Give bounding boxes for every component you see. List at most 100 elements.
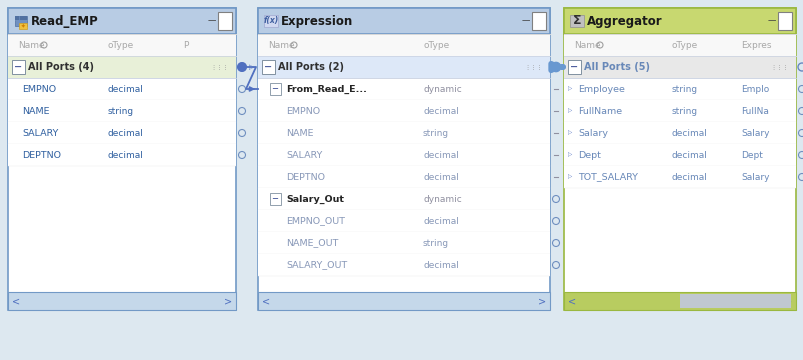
Text: ⋮⋮⋮: ⋮⋮⋮ xyxy=(769,64,788,69)
Bar xyxy=(563,78,795,100)
Bar xyxy=(8,56,236,78)
Bar xyxy=(569,15,583,27)
Text: Aggregator: Aggregator xyxy=(586,14,662,27)
Text: ▷: ▷ xyxy=(567,153,572,158)
Bar xyxy=(8,78,236,100)
Text: Name: Name xyxy=(573,40,600,49)
Text: FullNa: FullNa xyxy=(740,107,768,116)
Bar xyxy=(563,56,795,78)
Text: string: string xyxy=(422,238,449,248)
Bar xyxy=(258,210,549,232)
Bar xyxy=(679,294,790,308)
Bar xyxy=(258,254,549,276)
Bar xyxy=(777,12,791,30)
Text: f(x): f(x) xyxy=(263,17,279,26)
Text: FullName: FullName xyxy=(577,107,622,116)
Text: string: string xyxy=(671,85,697,94)
Text: ▷: ▷ xyxy=(567,108,572,113)
Text: decimal: decimal xyxy=(671,129,707,138)
Text: <: < xyxy=(262,296,270,306)
Text: decimal: decimal xyxy=(422,107,459,116)
Bar xyxy=(8,100,236,122)
Text: SALARY: SALARY xyxy=(286,150,322,159)
Bar xyxy=(262,60,275,74)
Text: oType: oType xyxy=(108,40,134,49)
Text: Expres: Expres xyxy=(740,40,771,49)
Bar xyxy=(532,12,545,30)
Text: All Ports (4): All Ports (4) xyxy=(28,62,94,72)
Text: SALARY: SALARY xyxy=(22,129,59,138)
Bar xyxy=(270,193,281,205)
Text: decimal: decimal xyxy=(108,150,144,159)
Text: All Ports (5): All Ports (5) xyxy=(583,62,649,72)
Text: >: > xyxy=(224,296,232,306)
Bar xyxy=(563,144,795,166)
Text: decimal: decimal xyxy=(108,85,144,94)
Bar xyxy=(563,292,795,310)
Bar xyxy=(8,8,236,310)
Text: —: — xyxy=(767,17,776,26)
Text: Salary: Salary xyxy=(740,129,768,138)
Text: decimal: decimal xyxy=(671,150,707,159)
Text: NAME: NAME xyxy=(286,129,313,138)
Bar xyxy=(563,100,795,122)
Text: From_Read_E...: From_Read_E... xyxy=(286,85,366,94)
Text: decimal: decimal xyxy=(422,216,459,225)
Text: −: − xyxy=(271,85,278,94)
Text: >: > xyxy=(537,296,545,306)
Circle shape xyxy=(237,62,247,72)
Bar xyxy=(15,16,27,20)
Text: dynamic: dynamic xyxy=(422,85,461,94)
Text: dynamic: dynamic xyxy=(422,194,461,203)
Text: EMPNO: EMPNO xyxy=(286,107,320,116)
Text: −: − xyxy=(14,62,22,72)
Text: Name: Name xyxy=(267,40,294,49)
Text: ▷: ▷ xyxy=(567,175,572,180)
Text: Salary_Out: Salary_Out xyxy=(286,194,344,203)
Bar xyxy=(258,78,549,100)
Bar xyxy=(258,122,549,144)
Text: NAME_OUT: NAME_OUT xyxy=(286,238,338,248)
Text: ▷: ▷ xyxy=(567,86,572,91)
Text: NAME: NAME xyxy=(22,107,50,116)
Text: All Ports (2): All Ports (2) xyxy=(278,62,344,72)
Bar xyxy=(563,8,795,34)
Text: Salary: Salary xyxy=(740,172,768,181)
Bar xyxy=(258,100,549,122)
Text: Salary: Salary xyxy=(577,129,607,138)
Text: ⋮⋮⋮: ⋮⋮⋮ xyxy=(524,64,542,69)
Text: Employee: Employee xyxy=(577,85,624,94)
Text: ⋮⋮⋮: ⋮⋮⋮ xyxy=(210,64,229,69)
Text: oType: oType xyxy=(422,40,449,49)
Text: string: string xyxy=(422,129,449,138)
Text: SALARY_OUT: SALARY_OUT xyxy=(286,261,347,270)
Bar xyxy=(258,8,549,34)
Bar xyxy=(567,60,581,74)
Text: EMPNO_OUT: EMPNO_OUT xyxy=(286,216,344,225)
Bar xyxy=(15,16,27,26)
Bar xyxy=(258,56,549,78)
Text: <: < xyxy=(12,296,20,306)
Text: ▷: ▷ xyxy=(554,64,560,70)
Text: decimal: decimal xyxy=(671,172,707,181)
Bar xyxy=(8,34,236,56)
Text: >: > xyxy=(783,296,791,306)
Bar xyxy=(258,166,549,188)
Text: ▷: ▷ xyxy=(567,130,572,135)
Text: EMPNO: EMPNO xyxy=(22,85,56,94)
Bar xyxy=(8,292,236,310)
Bar xyxy=(218,12,232,30)
Bar xyxy=(563,34,795,56)
Bar xyxy=(8,122,236,144)
Text: −: − xyxy=(569,62,577,72)
Text: oType: oType xyxy=(671,40,697,49)
Bar xyxy=(263,15,278,27)
Bar xyxy=(258,188,549,210)
Text: −: − xyxy=(263,62,271,72)
Text: ✦: ✦ xyxy=(21,23,25,28)
Text: —: — xyxy=(521,17,530,26)
Text: decimal: decimal xyxy=(422,261,459,270)
Text: <: < xyxy=(567,296,575,306)
Text: −: − xyxy=(271,194,278,203)
Bar xyxy=(19,23,27,29)
